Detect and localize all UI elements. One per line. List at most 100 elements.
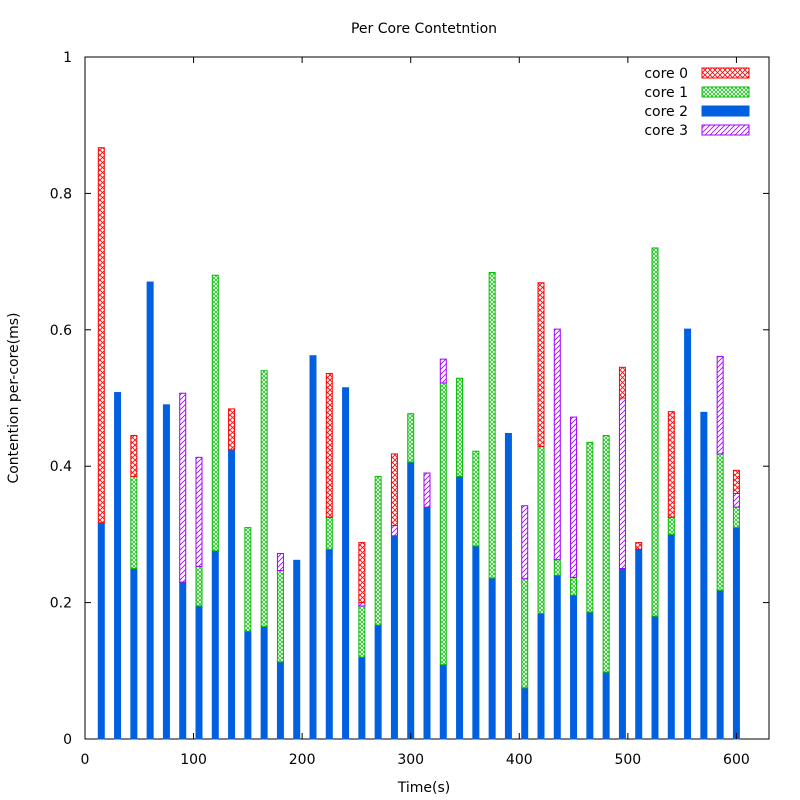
bar-segment-core-2: [521, 687, 529, 740]
bar-segment-core-2: [618, 568, 626, 740]
bar-segment-core-2: [651, 615, 659, 740]
bar-segment-core-0: [618, 366, 626, 399]
y-axis: 0 0.2 0.4 0.6 0.8 1: [50, 50, 769, 748]
bar-segment-core-2: [537, 613, 545, 740]
legend-label: core 1: [644, 85, 688, 101]
bar-segment-core-3: [423, 472, 431, 508]
x-tick-label: 200: [289, 752, 316, 768]
bar-segment-core-1: [553, 559, 561, 576]
bar-segment-core-2: [309, 355, 317, 740]
bar-segment-core-0: [537, 282, 545, 447]
legend-swatch: [701, 67, 750, 79]
bar-segment-core-1: [130, 475, 138, 569]
y-tick-label: 1: [63, 50, 72, 66]
bar-segment-core-3: [521, 505, 529, 580]
bar-segment-core-1: [521, 578, 529, 689]
y-tick-label: 0.8: [50, 186, 72, 202]
bar-segment-core-1: [211, 274, 219, 552]
bar-segment-core-0: [358, 542, 366, 604]
bar-segment-core-3: [553, 328, 561, 561]
x-tick-label: 500: [614, 752, 641, 768]
bars-layer: [97, 147, 740, 740]
bar-segment-core-1: [488, 272, 496, 579]
bar-segment-core-2: [358, 656, 366, 740]
bar-segment-core-0: [228, 408, 236, 451]
bar-segment-core-2: [325, 548, 333, 740]
bar-segment-core-2: [260, 625, 268, 740]
bar-segment-core-2: [602, 671, 610, 740]
bar-segment-core-2: [390, 535, 398, 740]
bar-segment-core-1: [537, 445, 545, 615]
legend-swatch: [701, 86, 750, 98]
x-tick-label: 100: [180, 752, 207, 768]
bar-segment-core-2: [586, 611, 594, 740]
bar-segment-core-1: [439, 382, 447, 666]
bar-segment-core-2: [374, 624, 382, 740]
bar-segment-core-0: [130, 435, 138, 477]
bar-segment-core-2: [407, 461, 415, 740]
bar-segment-core-1: [195, 565, 203, 607]
bar-segment-core-3: [179, 392, 187, 583]
bar-segment-core-2: [97, 522, 105, 740]
bar-segment-core-2: [195, 605, 203, 740]
bar-segment-core-1: [276, 570, 284, 663]
bar-segment-core-3: [570, 416, 578, 578]
bar-segment-core-1: [651, 247, 659, 617]
bar-segment-core-2: [228, 449, 236, 740]
bar-segment-core-3: [276, 552, 284, 572]
bar-segment-core-3: [716, 355, 724, 455]
bar-segment-core-1: [570, 576, 578, 596]
bar-segment-core-2: [179, 581, 187, 740]
bar-segment-core-3: [195, 456, 203, 567]
bar-segment-core-2: [570, 594, 578, 740]
bar-segment-core-2: [114, 392, 122, 740]
y-tick-label: 0: [63, 732, 72, 748]
bar-segment-core-2: [211, 550, 219, 740]
bar-segment-core-0: [635, 542, 643, 550]
bar-segment-core-1: [325, 516, 333, 550]
bar-segment-core-1: [716, 453, 724, 591]
legend-swatch: [701, 105, 750, 117]
x-tick-label: 400: [506, 752, 533, 768]
bar-segment-core-1: [358, 605, 366, 658]
bar-segment-core-1: [407, 413, 415, 463]
bar-segment-core-3: [732, 492, 740, 508]
bar-segment-core-3: [618, 397, 626, 569]
bar-segment-core-2: [293, 559, 301, 740]
y-tick-label: 0.6: [50, 323, 72, 339]
bar-segment-core-0: [667, 411, 675, 518]
bar-segment-core-1: [667, 516, 675, 535]
bar-segment-core-2: [504, 432, 512, 740]
bar-segment-core-1: [374, 475, 382, 626]
legend-label: core 2: [644, 104, 688, 120]
bar-segment-core-2: [276, 661, 284, 740]
bar-segment-core-2: [456, 475, 464, 740]
bar-segment-core-2: [667, 533, 675, 740]
bar-segment-core-1: [586, 441, 594, 613]
bar-segment-core-2: [439, 664, 447, 740]
bar-segment-core-3: [439, 358, 447, 384]
bar-segment-core-2: [423, 506, 431, 740]
y-tick-label: 0.2: [50, 596, 72, 612]
legend: core 0 core 1 core 2 core 3: [644, 66, 750, 139]
bar-segment-core-0: [390, 453, 398, 527]
bar-segment-core-0: [732, 469, 740, 494]
bar-segment-core-2: [342, 387, 350, 740]
bar-segment-core-2: [732, 527, 740, 740]
x-tick-label: 600: [723, 752, 750, 768]
y-tick-label: 0.4: [50, 459, 72, 475]
bar-segment-core-1: [732, 506, 740, 529]
bar-segment-core-2: [635, 548, 643, 740]
bar-segment-core-2: [146, 281, 154, 740]
bar-segment-core-1: [456, 377, 464, 477]
bar-segment-core-1: [472, 450, 480, 547]
bar-segment-core-1: [602, 435, 610, 673]
legend-swatch: [701, 124, 750, 136]
bar-segment-core-2: [553, 574, 561, 740]
bar-segment-core-2: [488, 577, 496, 740]
bar-segment-core-3: [390, 525, 398, 537]
bar-segment-core-2: [130, 568, 138, 740]
bar-segment-core-2: [716, 589, 724, 740]
bar-segment-core-2: [244, 630, 252, 740]
